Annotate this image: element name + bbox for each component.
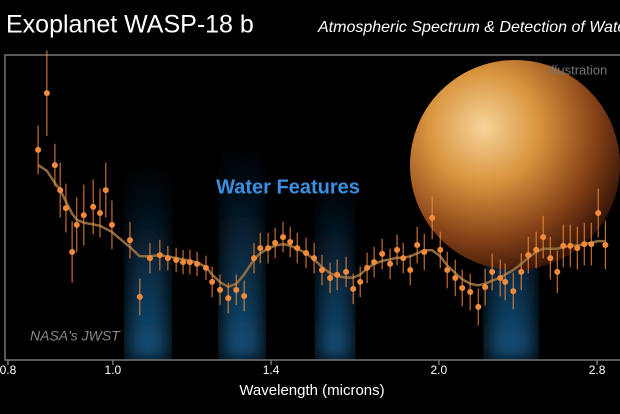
data-point — [209, 278, 216, 285]
data-point — [437, 246, 444, 253]
data-point — [429, 214, 436, 221]
data-point — [126, 237, 133, 244]
data-point — [35, 146, 42, 153]
data-point — [343, 268, 350, 275]
data-point — [421, 249, 428, 256]
data-point — [510, 288, 517, 295]
data-point — [334, 271, 341, 278]
data-point — [554, 268, 561, 275]
data-point — [547, 255, 554, 262]
data-point — [459, 285, 466, 292]
data-point — [280, 234, 287, 241]
data-point — [173, 256, 180, 263]
data-point — [371, 259, 378, 266]
x-tick-label: 1.4 — [263, 363, 280, 377]
data-point — [502, 278, 509, 285]
data-point — [287, 238, 294, 245]
data-point — [62, 205, 69, 212]
data-point — [180, 259, 187, 266]
data-point — [265, 245, 272, 252]
data-point — [241, 292, 248, 299]
data-point — [80, 212, 87, 219]
data-point — [444, 267, 451, 274]
feature-label: Water Features — [216, 176, 360, 198]
data-point — [90, 203, 97, 210]
data-point — [407, 267, 414, 274]
data-point — [294, 245, 301, 252]
water-band — [318, 170, 352, 360]
x-tick-label: 2.0 — [430, 363, 447, 377]
data-point — [400, 255, 407, 262]
data-point — [350, 285, 357, 292]
data-point — [533, 246, 540, 253]
data-point — [595, 209, 602, 216]
data-point — [164, 255, 171, 262]
data-point — [525, 252, 532, 259]
data-point — [97, 209, 104, 216]
data-point — [69, 249, 76, 256]
data-point — [146, 255, 153, 262]
data-point — [233, 286, 240, 293]
data-point — [136, 293, 143, 300]
data-point — [540, 234, 547, 241]
planet-illustration — [410, 60, 620, 270]
data-point — [489, 268, 496, 275]
data-point — [364, 264, 371, 271]
data-point — [497, 274, 504, 281]
model-line — [37, 164, 606, 289]
credit: NASA's JWST — [30, 328, 121, 344]
x-tick-label: 0.8 — [0, 363, 17, 377]
data-point — [311, 255, 318, 262]
data-point — [518, 268, 525, 275]
data-point — [272, 239, 279, 246]
decoration — [128, 60, 620, 360]
x-tick-label: 1.0 — [105, 363, 122, 377]
data-point — [379, 250, 386, 257]
data-point — [73, 221, 80, 228]
data-point — [357, 278, 364, 285]
data-point — [194, 260, 201, 267]
data-point — [51, 162, 58, 169]
x-axis-label: Wavelength (microns) — [239, 382, 384, 399]
chart-title: Exoplanet WASP-18 b — [6, 11, 254, 39]
data-point — [186, 259, 193, 266]
data-point — [225, 295, 232, 302]
data-point — [588, 241, 595, 248]
water-band — [222, 140, 262, 360]
data-point — [482, 284, 489, 291]
chart-subtitle: Atmospheric Spectrum & Detection of Wate… — [317, 19, 620, 36]
data-point — [102, 187, 109, 194]
data-point — [203, 264, 210, 271]
data-point — [43, 90, 50, 97]
data-point — [327, 274, 334, 281]
data-point — [475, 303, 482, 310]
data-point — [560, 242, 567, 249]
data-point — [251, 255, 258, 262]
illustration-label: Illustration — [548, 62, 607, 77]
data-point — [574, 245, 581, 252]
data-point — [452, 274, 459, 281]
data-point — [303, 249, 310, 256]
data-point — [318, 267, 325, 274]
plot-frame — [4, 54, 620, 361]
data-point — [602, 242, 609, 249]
data-point — [467, 288, 474, 295]
data-point — [567, 242, 574, 249]
data-point — [156, 252, 163, 259]
data-point — [257, 245, 264, 252]
x-tick-label: 2.8 — [589, 363, 606, 377]
data-point — [217, 286, 224, 293]
data-point — [581, 241, 588, 248]
data-point — [387, 260, 394, 267]
data-point — [57, 187, 64, 194]
data-point — [414, 242, 421, 249]
data-point — [394, 246, 401, 253]
data-point — [108, 221, 115, 228]
